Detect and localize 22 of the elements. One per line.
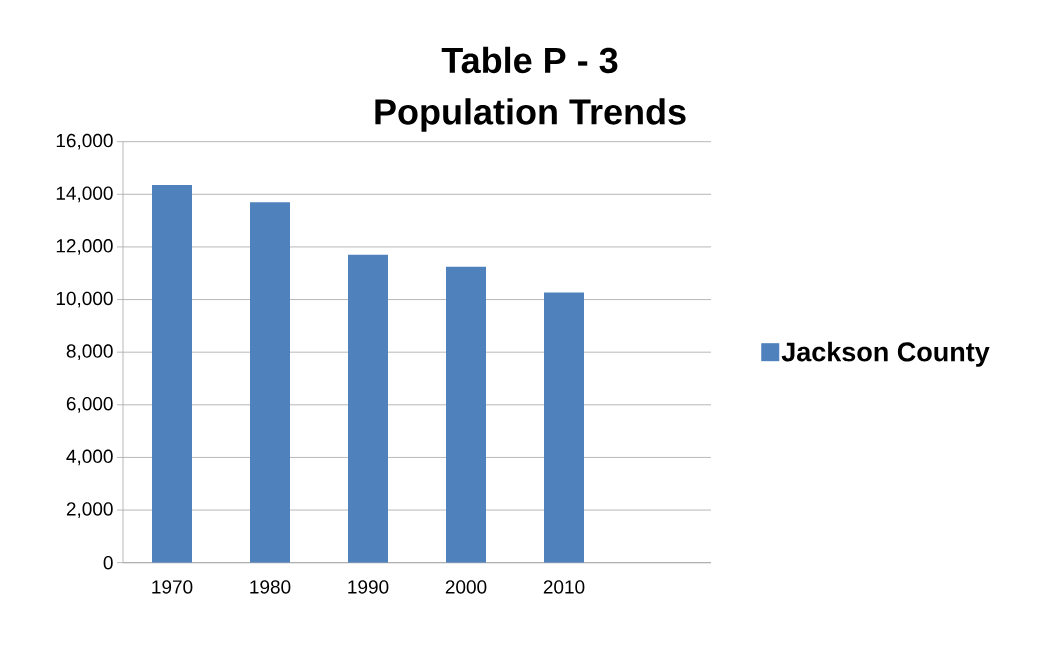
bar [152,185,193,563]
bar [250,202,291,563]
y-tick-label: 16,000 [56,133,113,150]
y-tick-label: 14,000 [56,186,113,203]
bar [544,292,585,563]
y-tick-label: 12,000 [56,239,113,255]
bar [446,266,487,563]
y-tick-label: 8,000 [66,344,113,361]
x-tick-label: 1990 [348,580,389,594]
y-tick-label: 2,000 [66,502,113,518]
chart-title: Table P - 3 [441,46,618,74]
y-tick-label: 4,000 [66,449,113,466]
y-tick-label: 6,000 [66,396,113,413]
x-tick-label: 2010 [543,580,585,594]
legend-label: Jackson County [781,341,990,367]
bar [348,254,389,563]
chart-subtitle: Population Trends [375,98,686,132]
x-tick-label: 1980 [250,580,291,594]
y-tick-label: 0 [103,555,113,570]
x-tick-label: 1970 [152,580,193,594]
y-tick-label: 10,000 [56,291,113,308]
x-tick-label: 2000 [445,580,487,594]
